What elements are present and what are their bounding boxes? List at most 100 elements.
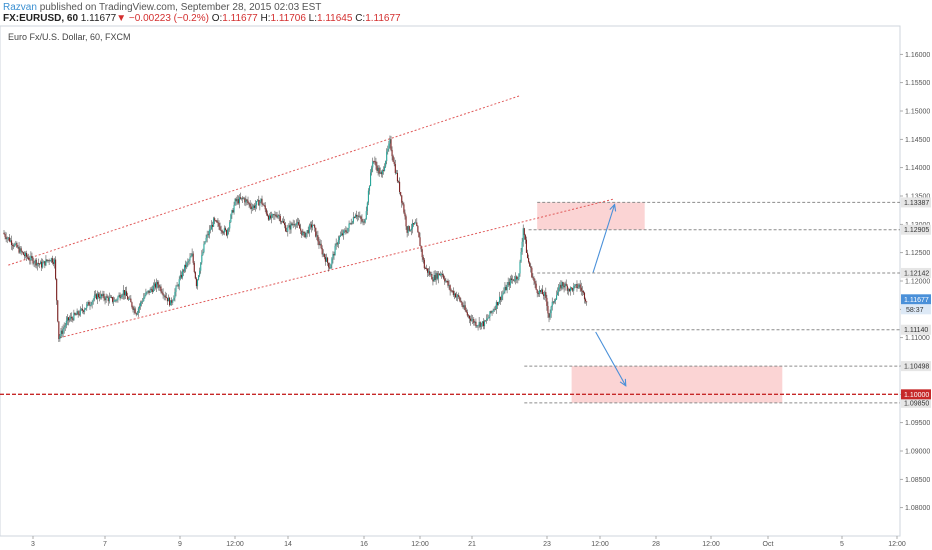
- candle-body: [106, 296, 108, 298]
- candle-body: [510, 278, 512, 281]
- tag-level-112905: 1.12905: [904, 227, 929, 234]
- candle-body: [490, 311, 492, 313]
- candle-body: [257, 199, 259, 201]
- candle-body: [298, 222, 300, 225]
- candle-body: [249, 203, 251, 207]
- candle-body: [433, 275, 435, 282]
- candle-body: [387, 148, 389, 152]
- channel-upper-line: [8, 95, 521, 266]
- candle-body: [348, 223, 350, 228]
- candle-body: [198, 275, 200, 280]
- candle-body: [23, 254, 25, 257]
- candle-body: [338, 236, 340, 241]
- candle-body: [289, 225, 291, 230]
- high-label: H:: [260, 13, 271, 24]
- candle-body: [244, 198, 246, 203]
- candle-body: [496, 302, 498, 306]
- candle-body: [404, 212, 406, 217]
- candle-body: [96, 293, 99, 300]
- y-tick-label: 1.15000: [905, 109, 930, 116]
- candle-body: [445, 280, 447, 282]
- candle-body: [48, 260, 50, 262]
- candle-body: [157, 282, 159, 285]
- candle-body: [453, 293, 455, 296]
- candle-body: [66, 317, 68, 321]
- candle-body: [402, 202, 404, 205]
- candle-body: [139, 302, 142, 307]
- candle-body: [525, 239, 527, 253]
- candle-body: [250, 206, 252, 209]
- candle-body: [284, 223, 286, 226]
- candle-body: [304, 232, 306, 238]
- candle-body: [341, 233, 343, 236]
- candle-body: [452, 290, 454, 296]
- candle-body: [458, 295, 460, 298]
- candle-body: [352, 217, 354, 223]
- candle-body: [24, 253, 27, 257]
- candle-body: [38, 263, 41, 265]
- candle-body: [29, 259, 31, 261]
- candle-body: [481, 321, 483, 323]
- time-axis[interactable]: 3 7 9 12:00 14 16 12:00 21 23 12:00 28 12:00 Oct 5 12:…: [31, 536, 906, 548]
- candle-body: [438, 273, 440, 276]
- candle-body: [442, 274, 444, 276]
- candle-body: [238, 197, 240, 204]
- y-tick-label: 1.14000: [905, 165, 930, 172]
- candle-body: [202, 251, 204, 255]
- candle-body: [435, 273, 437, 281]
- candle-body: [213, 218, 215, 227]
- candle-body: [172, 300, 174, 303]
- candle-body: [367, 190, 369, 203]
- candle-body: [475, 321, 477, 327]
- candle-body: [515, 276, 517, 281]
- y-tick-label: 1.09500: [905, 420, 930, 427]
- candle-body: [207, 234, 209, 236]
- candle-body: [343, 230, 345, 236]
- candle-body: [256, 200, 258, 205]
- chart-header: Razvan published on TradingView.com, Sep…: [0, 0, 932, 26]
- candle-body: [565, 283, 567, 286]
- candle-body: [549, 313, 551, 318]
- candle-body: [206, 234, 208, 238]
- candle-body: [199, 270, 201, 276]
- tag-level-112905-bg: [901, 224, 931, 235]
- candle-body: [437, 273, 439, 279]
- candle-body: [346, 231, 348, 233]
- candle-body: [235, 198, 237, 202]
- candle-body: [443, 275, 445, 279]
- candle-body: [295, 223, 297, 225]
- candle-body: [245, 199, 247, 203]
- x-tick-label: 12:00: [888, 541, 906, 548]
- candle-body: [19, 248, 21, 253]
- candle-body: [444, 278, 446, 282]
- candle-body: [228, 228, 230, 230]
- price-axis[interactable]: 1.16000 1.15500 1.15000 1.14500 1.14000 1.135…: [900, 52, 930, 512]
- candle-body: [556, 295, 558, 300]
- candle-body: [536, 289, 538, 293]
- candle-body: [165, 297, 167, 298]
- candle-body: [322, 253, 324, 255]
- candle-body: [218, 222, 220, 227]
- candle-body: [501, 295, 503, 301]
- candle-body: [286, 231, 288, 233]
- y-tick-label: 1.08000: [905, 505, 930, 512]
- candle-body: [47, 260, 49, 261]
- close-value: 1.11677: [365, 13, 401, 24]
- candle-body: [409, 230, 411, 232]
- candle-body: [294, 224, 296, 226]
- candle-body: [307, 230, 309, 234]
- candle-body: [126, 291, 128, 296]
- candle-body: [456, 296, 458, 298]
- candle-body: [506, 284, 508, 291]
- candle-body: [423, 259, 425, 269]
- author-link[interactable]: Razvan: [3, 2, 37, 13]
- publish-line: Razvan published on TradingView.com, Sep…: [3, 2, 321, 13]
- candle-body: [143, 297, 145, 302]
- candle-body: [121, 295, 123, 297]
- price-tags-layer: 1.13387 1.12905 1.12142 1.11140 1.10498 1.098…: [901, 197, 931, 408]
- candle-body: [42, 263, 44, 268]
- candle-body: [361, 219, 363, 222]
- candle-body: [504, 286, 506, 292]
- candle-body: [425, 268, 428, 270]
